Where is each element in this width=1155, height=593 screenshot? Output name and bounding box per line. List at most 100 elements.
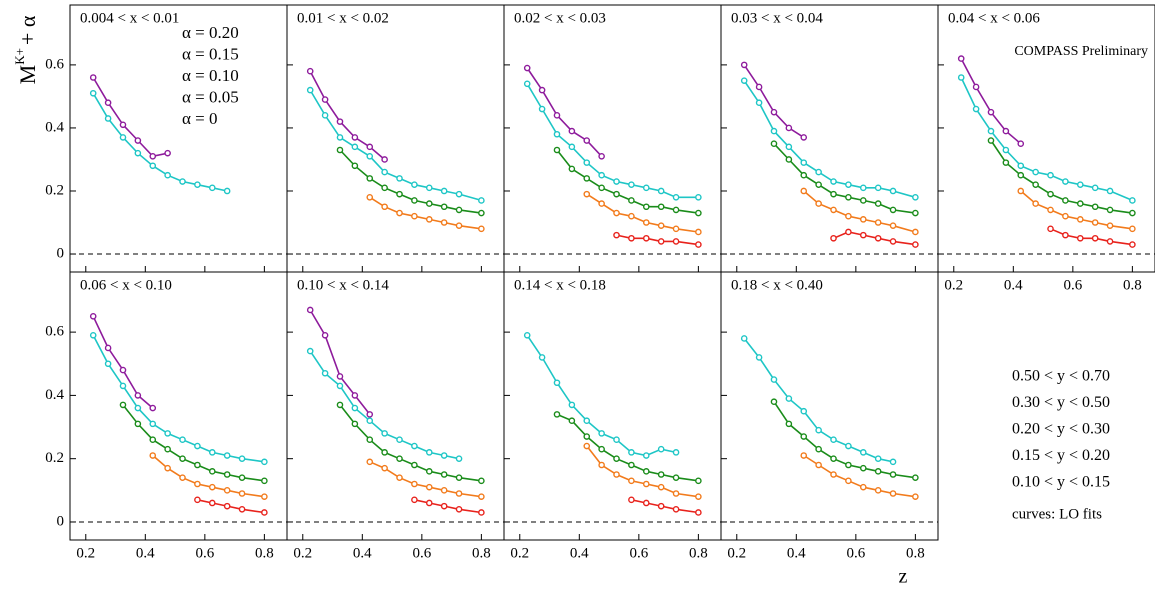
data-point [411,496,418,504]
data-point [194,480,201,488]
data-point [859,184,867,192]
data-point [889,471,897,478]
data-point [583,175,591,182]
data-point [740,335,748,342]
data-point [164,445,171,453]
y-tick-label: 0.2 [45,450,64,466]
data-point [912,193,919,201]
data-point [755,354,763,361]
panel-title: 0.06 < x < 0.10 [80,277,172,293]
data-point [321,369,329,377]
data-point [336,382,344,390]
fit-curve [309,89,482,202]
data-point [306,306,314,314]
data-point [478,209,485,217]
data-point [538,86,546,94]
data-point [194,496,201,504]
data-point [238,455,246,462]
data-point [859,216,867,223]
data-point [336,134,344,141]
panel-title: 0.01 < x < 0.02 [297,10,389,26]
data-point [223,487,231,494]
data-point [598,184,605,192]
data-point [553,411,561,418]
data-point [223,471,231,478]
data-point [568,417,576,425]
data-point [119,134,127,141]
data-point [845,461,852,469]
legend-alpha: α = 0.05 [182,87,239,106]
data-point [972,105,980,113]
data-point [381,168,388,176]
fit-curve [586,445,699,498]
data-point [583,442,591,450]
data-point [149,420,157,428]
data-point [164,171,171,179]
note: COMPASS Preliminary [1014,44,1148,59]
y-label-sup: K+ [12,48,27,65]
x-tick-label: 0.4 [353,545,372,561]
data-point [874,468,882,475]
data-point [208,184,216,192]
data-point [104,115,112,122]
data-point [1032,181,1039,188]
data-point [396,436,403,443]
data-point [411,480,418,488]
data-point [1017,171,1025,179]
data-point [1129,241,1136,248]
data-point [104,360,112,368]
data-point [859,449,867,456]
data-point [628,449,635,456]
data-point [889,206,897,214]
data-point [396,209,403,217]
fit-curve [339,404,482,482]
data-point [440,471,448,478]
panel-title: 0.02 < x < 0.03 [514,10,606,26]
fit-curve [743,337,894,463]
legend-y: 0.10 < y < 0.15 [1012,474,1110,491]
data-point [425,184,433,192]
data-point [351,134,359,141]
data-point [987,127,995,135]
panel-title: 0.14 < x < 0.18 [514,277,606,293]
data-point [859,231,867,239]
data-point [1106,222,1114,229]
data-point [672,506,680,513]
data-point [208,483,216,491]
data-point [583,137,591,144]
x-tick-label: 0.8 [472,545,491,561]
data-point [1106,238,1114,245]
data-point [1076,200,1084,207]
data-point [830,190,837,198]
data-point [134,392,142,399]
fit-curve [92,315,154,409]
data-point [830,455,837,462]
data-point [874,234,882,242]
data-point [785,156,793,163]
data-point [672,225,680,233]
y-tick-label: 0.6 [45,324,64,340]
data-point [1032,200,1039,207]
x-axis-label: z [899,566,908,588]
data-point [425,468,433,475]
data-point [396,175,403,182]
data-point [568,165,576,173]
data-point [613,231,620,239]
data-point [987,137,995,144]
x-tick-label: 0.2 [727,545,746,561]
data-point [238,506,246,513]
data-point [538,354,546,361]
data-point [149,404,157,412]
x-tick-label: 0.6 [412,545,431,561]
data-point [336,146,344,154]
data-point [336,401,344,409]
fit-curve [152,454,265,498]
data-point [845,442,852,450]
data-point [149,436,157,443]
data-point [396,190,403,198]
data-point [261,477,268,485]
data-point [845,228,852,236]
data-point [912,209,919,217]
x-tick-label: 0.8 [1123,277,1142,293]
data-point [440,203,448,211]
